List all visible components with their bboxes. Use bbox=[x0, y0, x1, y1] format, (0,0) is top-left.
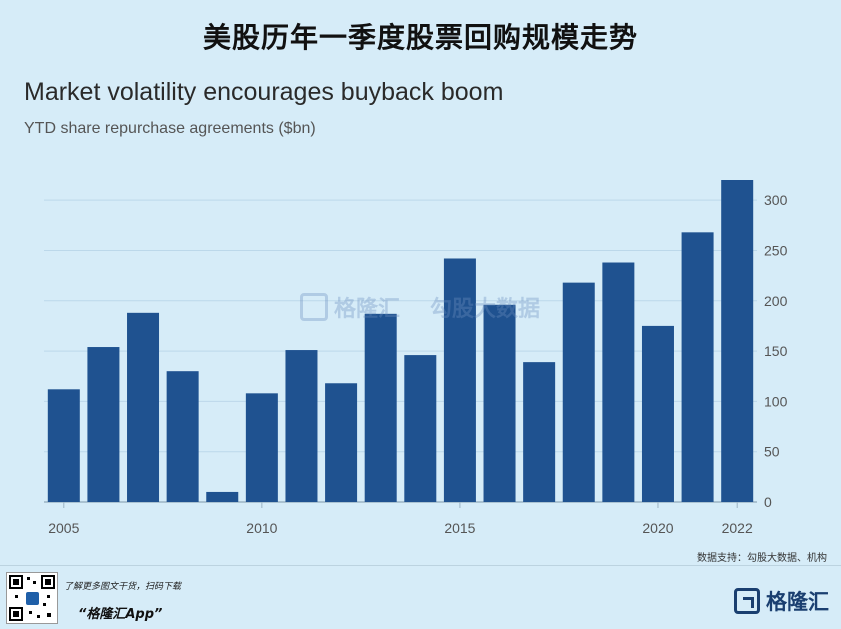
watermark-brand: 格隆汇 bbox=[334, 297, 401, 322]
brand-name: 格隆汇 bbox=[766, 590, 829, 614]
grid-lines bbox=[44, 199, 757, 503]
x-tick-label: 2022 bbox=[722, 520, 753, 536]
brand-logo-icon bbox=[734, 588, 760, 614]
bar-2022 bbox=[721, 180, 754, 502]
qr-badge-icon bbox=[26, 592, 39, 605]
x-tick-label: 2010 bbox=[246, 520, 277, 536]
x-tick-label: 2005 bbox=[48, 520, 79, 536]
qr-code-icon[interactable] bbox=[6, 572, 58, 624]
bar-2013 bbox=[364, 313, 397, 502]
bar-2005 bbox=[47, 389, 80, 502]
watermark: 格隆汇 勾股大数据 bbox=[300, 291, 540, 323]
bar-2016 bbox=[483, 304, 516, 502]
bar-2008 bbox=[166, 371, 199, 502]
footer-divider bbox=[0, 565, 841, 566]
chart-title: Market volatility encourages buyback boo… bbox=[24, 78, 504, 106]
y-tick-labels: 0 50 100 150 200 250 300 bbox=[764, 192, 788, 510]
bar-2020 bbox=[641, 325, 674, 502]
y-tick-label: 300 bbox=[764, 192, 788, 208]
bar-chart: 0 50 100 150 200 250 300 2005 2010 2015 2020 2022 bbox=[44, 180, 788, 536]
bar-2019 bbox=[602, 262, 635, 502]
footer-app-name: “格隆汇App” bbox=[78, 607, 163, 622]
bar-2015 bbox=[443, 258, 476, 502]
bar-2010 bbox=[245, 393, 278, 502]
bar-2011 bbox=[285, 350, 318, 502]
bar-2018 bbox=[562, 282, 595, 502]
chart-subtitle: YTD share repurchase agreements ($bn) bbox=[24, 120, 316, 137]
y-tick-label: 250 bbox=[764, 242, 788, 258]
source-note: 数据支持：勾股大数据、机构 bbox=[697, 553, 827, 564]
x-tick-label: 2015 bbox=[444, 520, 475, 536]
y-tick-label: 150 bbox=[764, 343, 788, 359]
x-tick-label: 2020 bbox=[642, 520, 673, 536]
brand-logo: 格隆汇 bbox=[734, 586, 829, 616]
bar-2012 bbox=[325, 383, 358, 502]
main-title: 美股历年一季度股票回购规模走势 bbox=[202, 21, 638, 54]
bars bbox=[47, 180, 754, 502]
y-tick-label: 50 bbox=[764, 444, 780, 460]
bar-2017 bbox=[523, 362, 556, 502]
y-tick-label: 0 bbox=[764, 494, 772, 510]
bar-2021 bbox=[681, 232, 714, 502]
bar-2006 bbox=[87, 347, 120, 502]
y-tick-label: 200 bbox=[764, 293, 788, 309]
bar-2014 bbox=[404, 355, 437, 502]
y-tick-label: 100 bbox=[764, 393, 788, 409]
qr-pattern bbox=[9, 575, 55, 621]
footer-download-hint: 了解更多图文干货，扫码下载 bbox=[64, 582, 182, 592]
watermark-logo-icon bbox=[300, 293, 328, 321]
bar-2009 bbox=[206, 491, 239, 502]
x-tick-labels: 2005 2010 2015 2020 2022 bbox=[48, 502, 753, 536]
bar-2007 bbox=[127, 312, 160, 502]
watermark-text: 勾股大数据 bbox=[430, 297, 541, 322]
